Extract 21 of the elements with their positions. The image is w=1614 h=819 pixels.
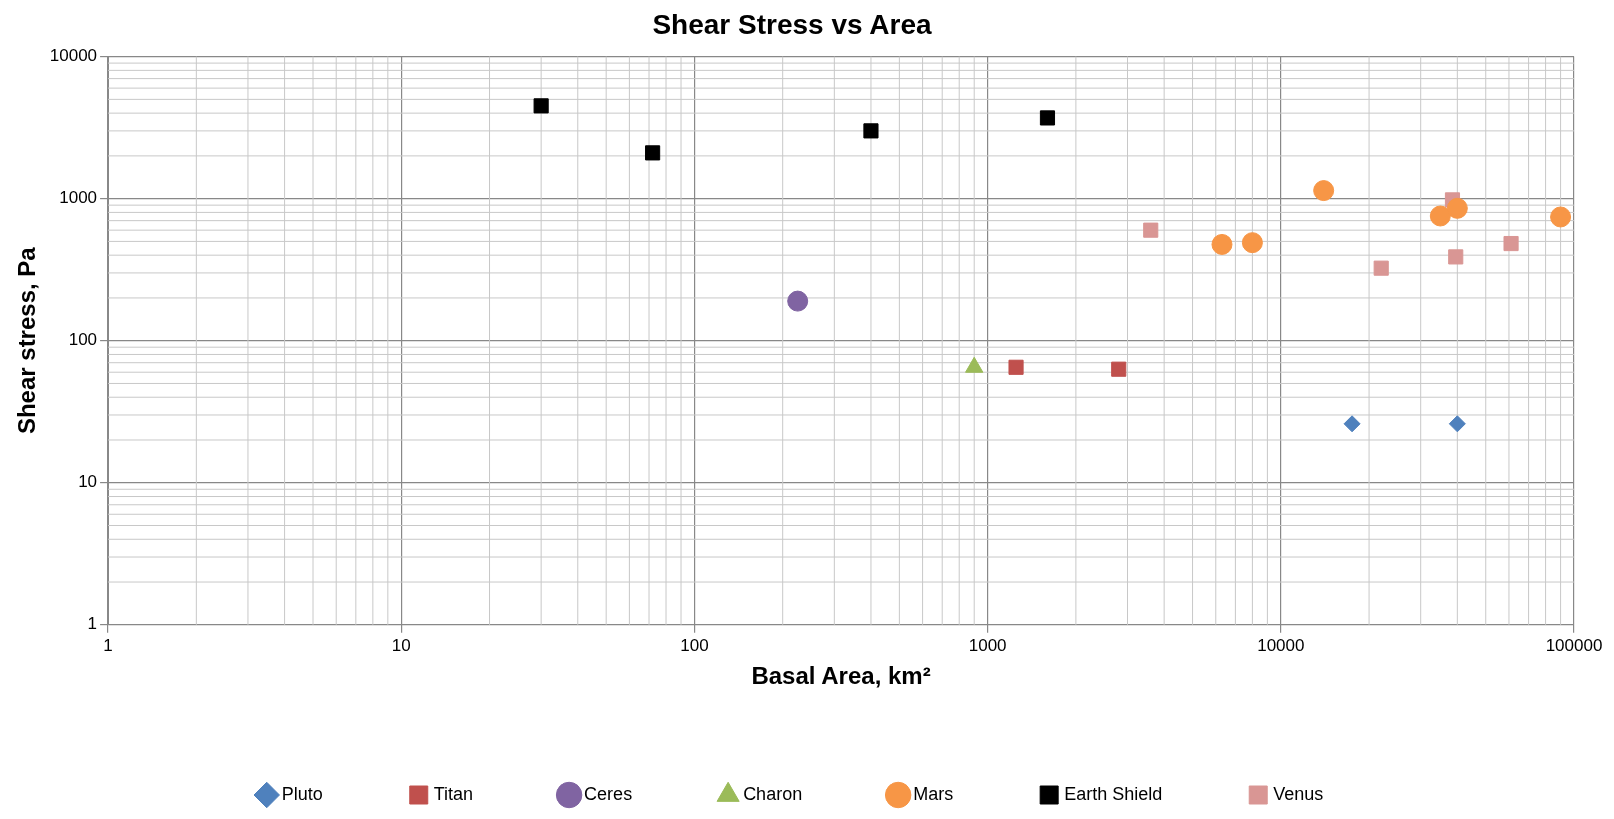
x-tick-label: 1000: [968, 635, 1007, 655]
x-tick-label: 1: [103, 635, 113, 655]
legend-label: Pluto: [281, 783, 323, 804]
y-tick-label: 1000: [59, 188, 98, 208]
x-tick-label: 10000: [1257, 635, 1305, 655]
y-tick-label: 1: [87, 614, 98, 634]
y-tick-label: 100: [68, 330, 98, 350]
y-tick-label: 10000: [49, 46, 98, 66]
legend-label: Mars: [913, 783, 954, 804]
x-axis-title: Basal Area, km²: [751, 662, 931, 690]
legend-label: Charon: [743, 783, 803, 804]
y-tick-label: 10: [78, 472, 98, 492]
x-tick-label: 10: [391, 635, 411, 655]
legend-label: Ceres: [584, 783, 633, 804]
legend-label: Venus: [1273, 783, 1324, 804]
chart-title: Shear Stress vs Area: [652, 8, 932, 40]
legend-label: Titan: [433, 783, 474, 804]
legend-label: Earth Shield: [1064, 783, 1163, 804]
y-axis-title: Shear stress, Pa: [13, 246, 41, 435]
x-tick-label: 100: [680, 635, 709, 655]
x-tick-label: 100000: [1545, 635, 1603, 655]
